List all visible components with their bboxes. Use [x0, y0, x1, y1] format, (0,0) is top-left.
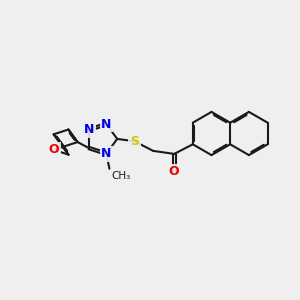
Text: N: N — [84, 123, 94, 136]
Text: O: O — [168, 165, 179, 178]
Text: O: O — [48, 143, 59, 156]
Text: S: S — [130, 135, 139, 148]
Text: CH₃: CH₃ — [111, 171, 130, 181]
Text: N: N — [101, 118, 112, 130]
Text: N: N — [101, 147, 112, 160]
